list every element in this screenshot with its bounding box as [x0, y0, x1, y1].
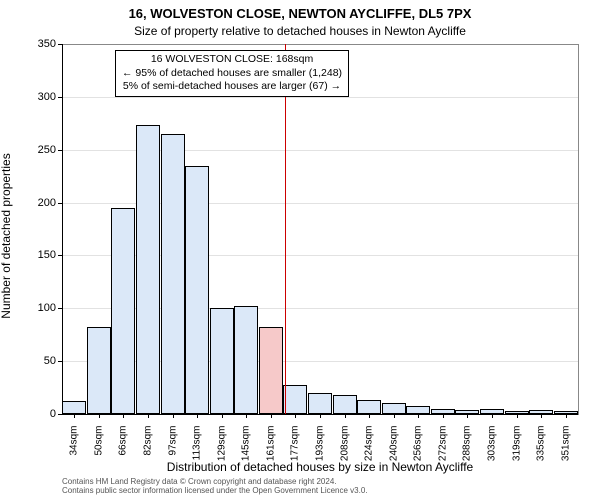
credits-line2: Contains public sector information licen…	[62, 487, 578, 496]
histogram-bar	[382, 403, 406, 414]
y-tick-label: 300	[26, 91, 56, 103]
x-tick-mark	[369, 414, 370, 418]
x-tick-mark	[517, 414, 518, 418]
bars-group	[62, 44, 578, 414]
histogram-bar	[111, 208, 135, 414]
y-tick-mark	[58, 308, 62, 309]
marker-line	[285, 44, 286, 414]
y-tick-mark	[58, 414, 62, 415]
histogram-bar	[308, 393, 332, 414]
y-tick-mark	[58, 97, 62, 98]
credits: Contains HM Land Registry data © Crown c…	[62, 478, 578, 496]
y-tick-label: 150	[26, 249, 56, 261]
x-tick-mark	[99, 414, 100, 418]
histogram-bar	[210, 308, 234, 414]
annotation-line3: 5% of semi-detached houses are larger (6…	[122, 80, 342, 94]
y-axis-label: Number of detached properties	[0, 153, 13, 318]
y-tick-mark	[58, 361, 62, 362]
chart-title: 16, WOLVESTON CLOSE, NEWTON AYCLIFFE, DL…	[0, 6, 600, 21]
x-tick-mark	[246, 414, 247, 418]
x-tick-mark	[123, 414, 124, 418]
x-tick-mark	[173, 414, 174, 418]
property-size-histogram: 16, WOLVESTON CLOSE, NEWTON AYCLIFFE, DL…	[0, 0, 600, 500]
y-tick-mark	[58, 203, 62, 204]
x-tick-mark	[295, 414, 296, 418]
histogram-bar	[136, 125, 160, 414]
x-tick-mark	[443, 414, 444, 418]
x-tick-mark	[74, 414, 75, 418]
x-tick-mark	[418, 414, 419, 418]
x-tick-mark	[271, 414, 272, 418]
histogram-bar	[259, 327, 283, 414]
x-tick-mark	[541, 414, 542, 418]
annotation-box: 16 WOLVESTON CLOSE: 168sqm ← 95% of deta…	[115, 50, 349, 97]
y-tick-mark	[58, 150, 62, 151]
histogram-bar	[357, 400, 381, 414]
x-tick-mark	[345, 414, 346, 418]
histogram-bar	[87, 327, 111, 414]
chart-subtitle: Size of property relative to detached ho…	[0, 24, 600, 38]
x-tick-mark	[197, 414, 198, 418]
histogram-bar	[234, 306, 258, 414]
y-tick-label: 100	[26, 302, 56, 314]
histogram-bar	[62, 401, 86, 414]
x-tick-mark	[394, 414, 395, 418]
annotation-line1: 16 WOLVESTON CLOSE: 168sqm	[122, 53, 342, 67]
x-axis-label: Distribution of detached houses by size …	[62, 460, 578, 474]
y-tick-label: 0	[26, 408, 56, 420]
x-tick-mark	[566, 414, 567, 418]
y-tick-label: 200	[26, 197, 56, 209]
annotation-line2: ← 95% of detached houses are smaller (1,…	[122, 67, 342, 81]
histogram-bar	[406, 406, 430, 414]
y-tick-mark	[58, 44, 62, 45]
histogram-bar	[333, 395, 357, 414]
x-tick-mark	[492, 414, 493, 418]
x-tick-mark	[320, 414, 321, 418]
y-tick-label: 350	[26, 38, 56, 50]
histogram-bar	[283, 385, 307, 414]
y-tick-label: 250	[26, 144, 56, 156]
histogram-bar	[185, 166, 209, 414]
x-tick-mark	[148, 414, 149, 418]
y-axis	[62, 44, 63, 414]
histogram-bar	[161, 134, 185, 414]
x-tick-mark	[222, 414, 223, 418]
y-tick-mark	[58, 255, 62, 256]
y-tick-label: 50	[26, 355, 56, 367]
x-tick-mark	[467, 414, 468, 418]
